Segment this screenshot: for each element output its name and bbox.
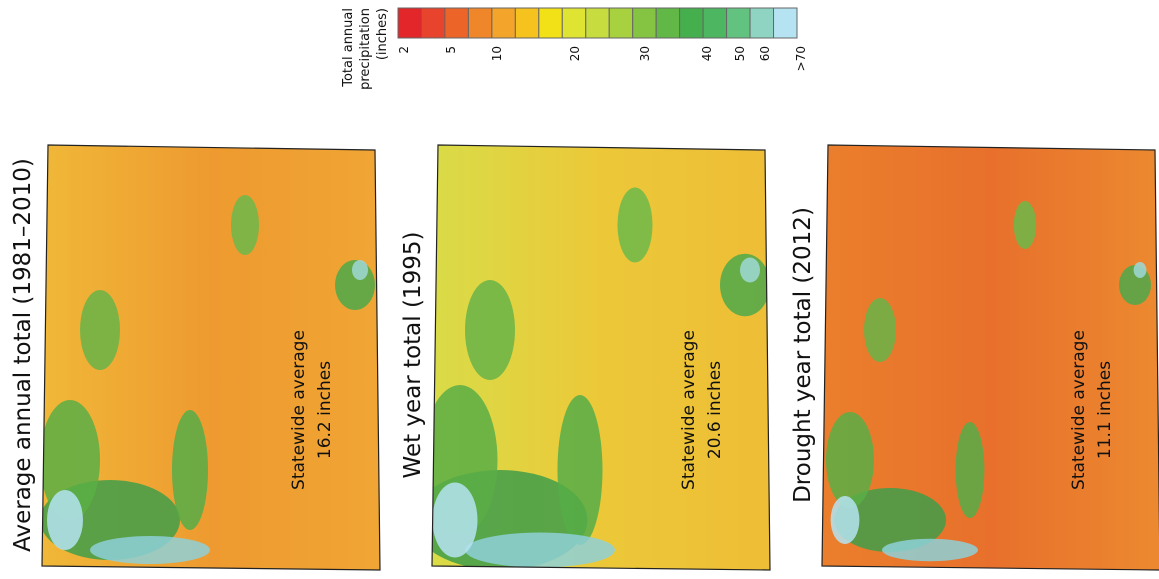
legend-swatch bbox=[445, 8, 468, 38]
terrain bbox=[80, 290, 120, 370]
legend-title: precipitation bbox=[358, 8, 373, 90]
terrain bbox=[740, 258, 760, 283]
legend-tick-label: 40 bbox=[700, 46, 714, 61]
map-title: Wet year total (1995) bbox=[400, 232, 426, 479]
maps: Average annual total (1981–2010) Statewid… bbox=[10, 140, 1159, 575]
legend-tick-label: 30 bbox=[638, 46, 652, 61]
legend-swatch bbox=[750, 8, 773, 38]
legend-swatch bbox=[633, 8, 656, 38]
legend-tick-label: 10 bbox=[490, 46, 504, 61]
legend-swatch bbox=[492, 8, 515, 38]
map-annotation: Statewide average bbox=[679, 330, 699, 490]
map-image bbox=[820, 140, 1159, 575]
legend-swatch bbox=[680, 8, 703, 38]
terrain bbox=[465, 280, 515, 380]
legend-swatch bbox=[656, 8, 679, 38]
map-annotation: Statewide average bbox=[289, 330, 309, 490]
legend-swatch bbox=[468, 8, 491, 38]
terrain bbox=[882, 539, 978, 561]
terrain bbox=[831, 496, 860, 544]
terrain bbox=[1134, 262, 1147, 278]
legend-swatch bbox=[398, 8, 421, 38]
terrain bbox=[956, 422, 985, 518]
map-image bbox=[413, 140, 776, 575]
map-panel: Drought year total (2012) Statewide avera… bbox=[790, 140, 1159, 575]
legend-title: Total annual bbox=[341, 8, 356, 88]
map-image bbox=[40, 140, 385, 575]
terrain bbox=[433, 483, 478, 558]
map-title: Average annual total (1981–2010) bbox=[10, 158, 36, 552]
legend-tick-label: 60 bbox=[758, 46, 772, 61]
page: Total annualprecipitation(inches) 2 5 10 20 3… bbox=[0, 0, 1159, 579]
terrain bbox=[231, 195, 259, 255]
map-annotation: Statewide average bbox=[1069, 330, 1089, 490]
terrain bbox=[826, 412, 874, 508]
legend-swatch bbox=[539, 8, 562, 38]
terrain bbox=[1014, 201, 1036, 249]
terrain bbox=[558, 395, 603, 545]
legend-swatch bbox=[774, 8, 797, 38]
map-annotation: 16.2 inches bbox=[315, 361, 335, 459]
map-panel: Wet year total (1995) Statewide average 20… bbox=[400, 140, 775, 575]
terrain bbox=[90, 536, 210, 564]
legend-swatch bbox=[609, 8, 632, 38]
legend-swatch bbox=[703, 8, 726, 38]
legend-tick-label: >70 bbox=[794, 46, 808, 71]
legend-swatch bbox=[727, 8, 750, 38]
legend-swatch bbox=[421, 8, 444, 38]
legend-tick-label: 20 bbox=[568, 46, 582, 61]
map-annotation: 11.1 inches bbox=[1095, 361, 1115, 459]
terrain bbox=[864, 298, 896, 362]
terrain bbox=[47, 490, 83, 550]
legend-swatch bbox=[515, 8, 538, 38]
legend-title: (inches) bbox=[375, 8, 390, 60]
terrain bbox=[618, 188, 653, 263]
terrain bbox=[465, 533, 615, 568]
legend-tick-label: 50 bbox=[733, 46, 747, 61]
legend-tick-label: 2 bbox=[397, 46, 411, 54]
legend-swatch bbox=[562, 8, 585, 38]
map-panel: Average annual total (1981–2010) Statewid… bbox=[10, 140, 385, 575]
legend-tick-label: 5 bbox=[444, 46, 458, 54]
map-annotation: 20.6 inches bbox=[705, 361, 725, 459]
legend-swatch bbox=[586, 8, 609, 38]
terrain bbox=[352, 260, 368, 280]
terrain bbox=[172, 410, 208, 530]
map-title: Drought year total (2012) bbox=[790, 207, 816, 503]
